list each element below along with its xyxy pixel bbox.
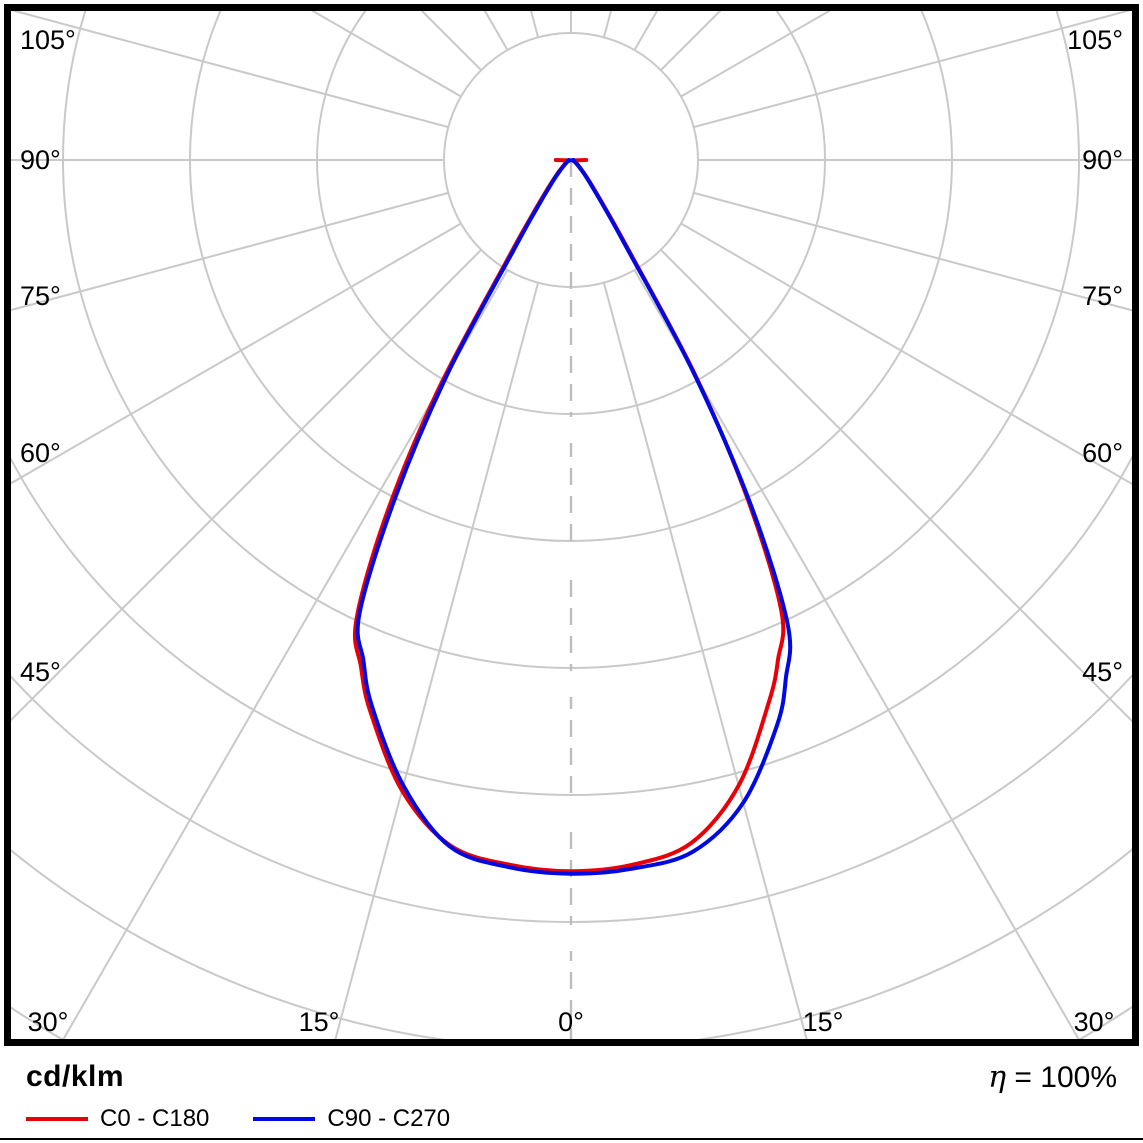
radial-tick-box (549, 417, 593, 443)
grid-radial-line (11, 191, 449, 312)
grid-radial-line (11, 249, 482, 722)
polar-plot-area: 45° 45° 60° 60° 75° 75° 90° 90° 105° 105° 0° 15° 15°… (4, 4, 1139, 1046)
angle-tick-label-left: 45° (20, 657, 61, 687)
radial-tick-box (549, 671, 593, 697)
efficiency-label: η = 100% (988, 1060, 1117, 1095)
angle-tick-label-right: 60° (1082, 438, 1123, 468)
angle-tick-label-left: 60° (20, 438, 61, 468)
legend-items: C0 - C180 C90 - C270 (0, 1095, 1143, 1133)
angle-tick-label-right: 105° (1067, 25, 1123, 55)
intensity-curve-c90-c270 (355, 158, 793, 876)
grid-radial-line (693, 11, 1131, 129)
angle-tick-label-right: 75° (1082, 281, 1123, 311)
angle-tick-label-left: 90° (20, 145, 61, 175)
angle-tick-label-bottom: 0° (558, 1007, 584, 1037)
angle-tick-label-left: 75° (20, 281, 61, 311)
units-label: cd/klm (26, 1060, 125, 1093)
grid-circle (11, 454, 1132, 796)
red-curve-swatch (26, 1117, 88, 1121)
angle-tick-label-bottom: 15° (299, 1007, 340, 1037)
grid-radial-line (11, 222, 462, 485)
legend-item-c0-c180: C0 - C180 (26, 1105, 209, 1133)
grid-radial-line (334, 282, 540, 1039)
grid-radial-line (660, 249, 1132, 723)
polar-chart: 45° 45° 60° 60° 75° 75° 90° 90° 105° 105° 0° 15° 15°… (4, 4, 1139, 1046)
grid-radial-line (680, 222, 1132, 486)
angle-tick-label-left: 105° (20, 25, 76, 55)
angle-tick-label-right: 90° (1082, 145, 1123, 175)
radial-tick-box (549, 925, 593, 951)
grid-radial-line (11, 11, 449, 129)
angle-tick-label-bottom: 30° (28, 1007, 69, 1037)
radial-tick-box (549, 798, 593, 824)
legend-item-c90-c270: C90 - C270 (253, 1105, 450, 1133)
eta-symbol: η (988, 1060, 1007, 1095)
angle-tick-label-bottom: 15° (803, 1007, 844, 1037)
grid-radial-line (633, 269, 1080, 1039)
legend-label-c0-c180: C0 - C180 (100, 1105, 210, 1132)
plot-border (4, 4, 1139, 1046)
grid-radial-line (62, 269, 509, 1039)
radial-tick-box (549, 544, 593, 570)
legend-label-c90-c270: C90 - C270 (327, 1105, 451, 1132)
legend-top-row: cd/klm η = 100% (0, 1050, 1143, 1095)
angle-tick-label-right: 45° (1082, 657, 1123, 687)
angle-tick-label-bottom: 30° (1074, 1007, 1115, 1037)
legend-bar: cd/klm η = 100% C0 - C180 C90 - C270 (0, 1050, 1143, 1143)
intensity-curves (352, 158, 793, 876)
grid-radial-line (693, 191, 1132, 312)
blue-curve-swatch (253, 1117, 316, 1121)
polar-grid (11, 11, 1132, 1039)
grid-radial-line (602, 282, 808, 1039)
bottom-divider-line (0, 1138, 1143, 1140)
